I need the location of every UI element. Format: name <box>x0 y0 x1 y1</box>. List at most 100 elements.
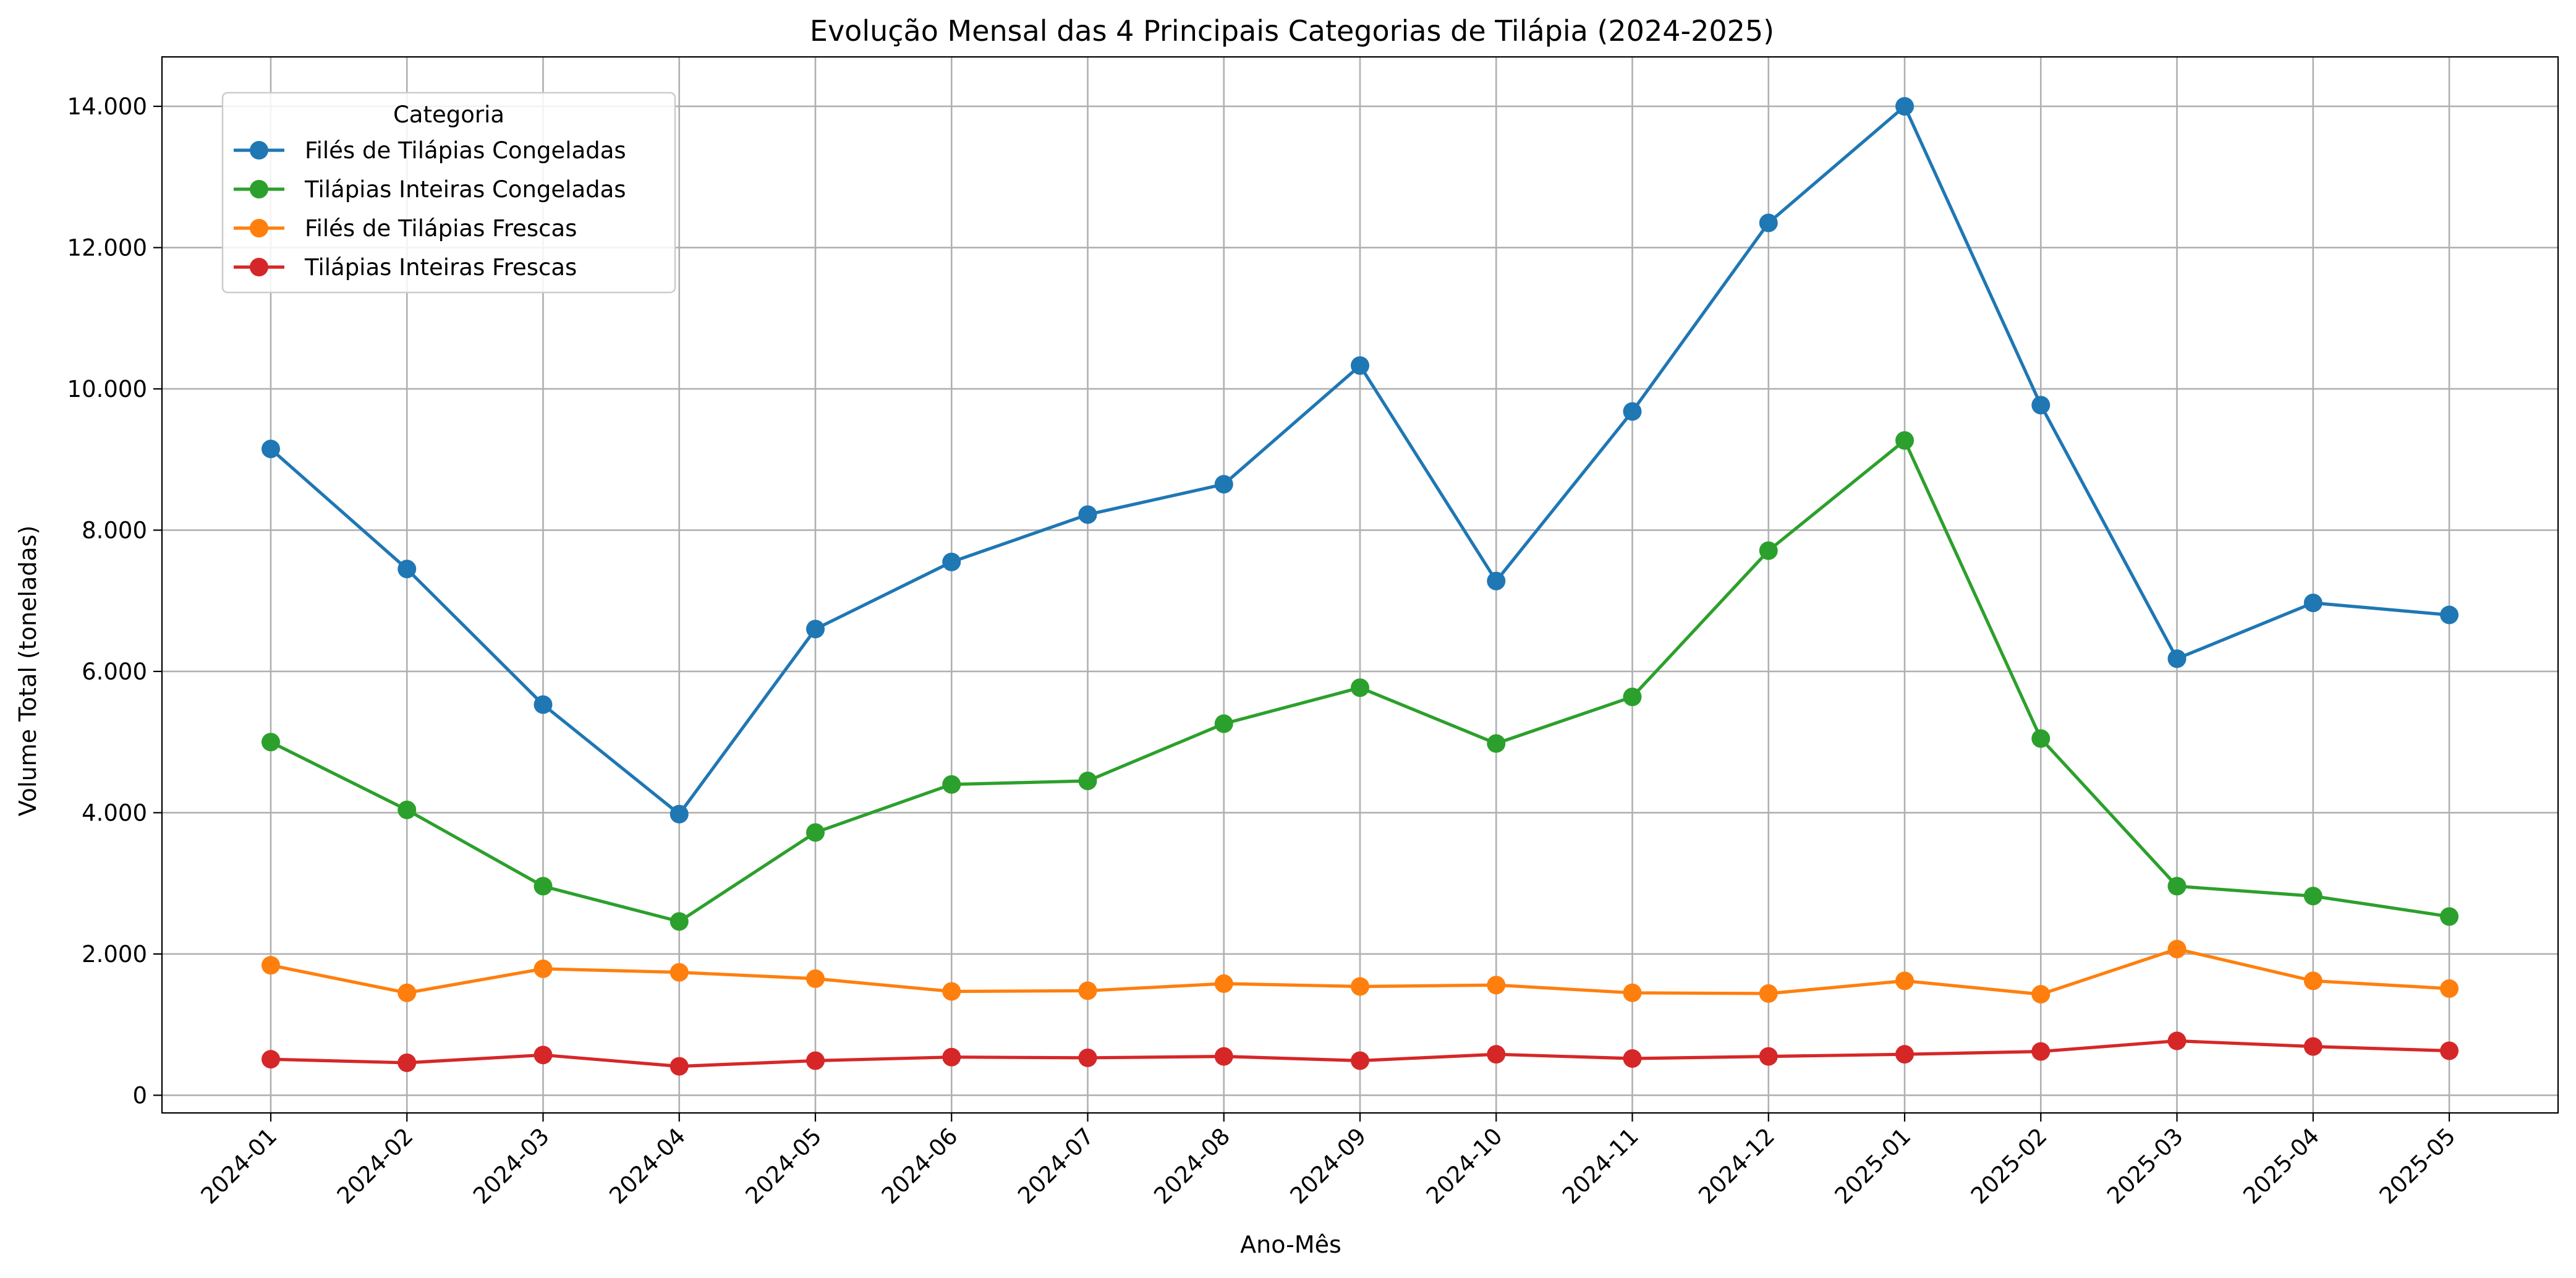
y-tick-label: 8.000 <box>82 517 147 543</box>
data-point <box>397 1053 417 1072</box>
legend-item: Filés de Tilápias Frescas <box>234 215 577 242</box>
data-point <box>1895 431 1914 450</box>
data-point <box>670 912 689 931</box>
data-point <box>1895 1045 1914 1064</box>
data-point <box>2031 396 2051 415</box>
data-point <box>1487 1045 1506 1064</box>
data-point <box>533 877 553 896</box>
data-point <box>1078 772 1097 791</box>
data-point <box>1487 571 1506 590</box>
y-tick-label: 2.000 <box>82 941 147 968</box>
data-point <box>1759 984 1778 1003</box>
data-point <box>1759 1047 1778 1066</box>
data-point <box>2440 979 2459 998</box>
data-point <box>2167 649 2187 668</box>
data-point <box>1078 981 1097 1000</box>
data-point <box>2031 985 2051 1004</box>
legend: Categoria Filés de Tilápias Congeladas Til… <box>221 92 676 294</box>
x-axis-label: Ano-Mês <box>1240 1231 1341 1258</box>
data-point <box>1351 678 1369 697</box>
data-point <box>397 560 417 579</box>
data-point <box>2440 605 2459 624</box>
series-3 <box>261 939 2459 1004</box>
y-tick-label: 4.000 <box>82 799 147 826</box>
legend-title: Categoria <box>393 101 504 128</box>
data-point <box>261 1050 280 1069</box>
data-point <box>2167 1031 2187 1050</box>
series-4 <box>261 1031 2459 1076</box>
legend-label: Tilápias Inteiras Congeladas <box>304 176 626 203</box>
data-point <box>533 959 553 978</box>
data-point <box>806 969 825 988</box>
data-point <box>261 956 280 975</box>
legend-item: Filés de Tilápias Congeladas <box>234 137 626 164</box>
series-2 <box>261 431 2459 931</box>
data-point <box>2303 887 2323 906</box>
data-point <box>942 1047 961 1067</box>
data-point <box>1351 977 1369 996</box>
legend-marker <box>250 141 268 160</box>
series-1 <box>261 96 2459 824</box>
data-point <box>2031 1042 2051 1061</box>
data-point <box>806 1051 825 1070</box>
data-point <box>1214 714 1233 733</box>
data-point <box>1214 475 1233 494</box>
legend-label: Filés de Tilápias Frescas <box>305 215 577 242</box>
data-point <box>2303 1037 2323 1056</box>
legend-marker <box>250 258 268 276</box>
y-tick-label: 10.000 <box>67 376 147 403</box>
legend-label: Filés de Tilápias Congeladas <box>305 137 626 164</box>
series-group <box>261 96 2459 1076</box>
data-point <box>2167 939 2187 958</box>
legend-box <box>221 92 676 294</box>
data-point <box>1078 1048 1097 1067</box>
data-point <box>806 823 825 842</box>
data-point <box>1895 96 1914 116</box>
y-axis-label: Volume Total (toneladas) <box>14 526 41 817</box>
data-point <box>261 440 280 459</box>
data-point <box>1759 541 1778 560</box>
y-tick-label: 14.000 <box>67 93 147 120</box>
data-point <box>2440 1041 2459 1060</box>
y-tick-label: 12.000 <box>67 234 147 261</box>
legend-item: Tilápias Inteiras Frescas <box>234 254 577 281</box>
data-point <box>2303 594 2323 613</box>
data-point <box>1214 1047 1233 1066</box>
legend-label: Tilápias Inteiras Frescas <box>304 254 577 281</box>
data-point <box>397 983 417 1002</box>
legend-item: Tilápias Inteiras Congeladas <box>234 176 626 203</box>
data-point <box>397 800 417 819</box>
chart-title: Evolução Mensal das 4 Principais Categor… <box>810 14 1774 48</box>
data-point <box>942 982 961 1001</box>
legend-marker <box>250 219 268 237</box>
data-point <box>1351 1051 1369 1070</box>
data-point <box>1623 688 1642 707</box>
data-point <box>1895 971 1914 990</box>
data-point <box>1078 505 1097 524</box>
data-point <box>670 963 689 982</box>
y-tick-label: 0 <box>132 1082 147 1109</box>
data-point <box>533 695 553 714</box>
data-point <box>1351 356 1369 375</box>
data-point <box>2440 907 2459 926</box>
data-point <box>2031 729 2051 748</box>
data-point <box>2167 877 2187 896</box>
data-point <box>2303 971 2323 990</box>
data-point <box>1623 983 1642 1002</box>
data-point <box>533 1046 553 1065</box>
data-point <box>1623 1049 1642 1068</box>
data-point <box>670 804 689 824</box>
legend-marker <box>250 180 268 198</box>
data-point <box>261 733 280 752</box>
data-point <box>1759 213 1778 232</box>
data-point <box>942 552 961 571</box>
data-point <box>942 775 961 794</box>
data-point <box>806 620 825 639</box>
y-tick-label: 6.000 <box>82 658 147 685</box>
data-point <box>1214 974 1233 993</box>
data-point <box>670 1057 689 1076</box>
data-point <box>1487 976 1506 995</box>
data-point <box>1623 402 1642 421</box>
